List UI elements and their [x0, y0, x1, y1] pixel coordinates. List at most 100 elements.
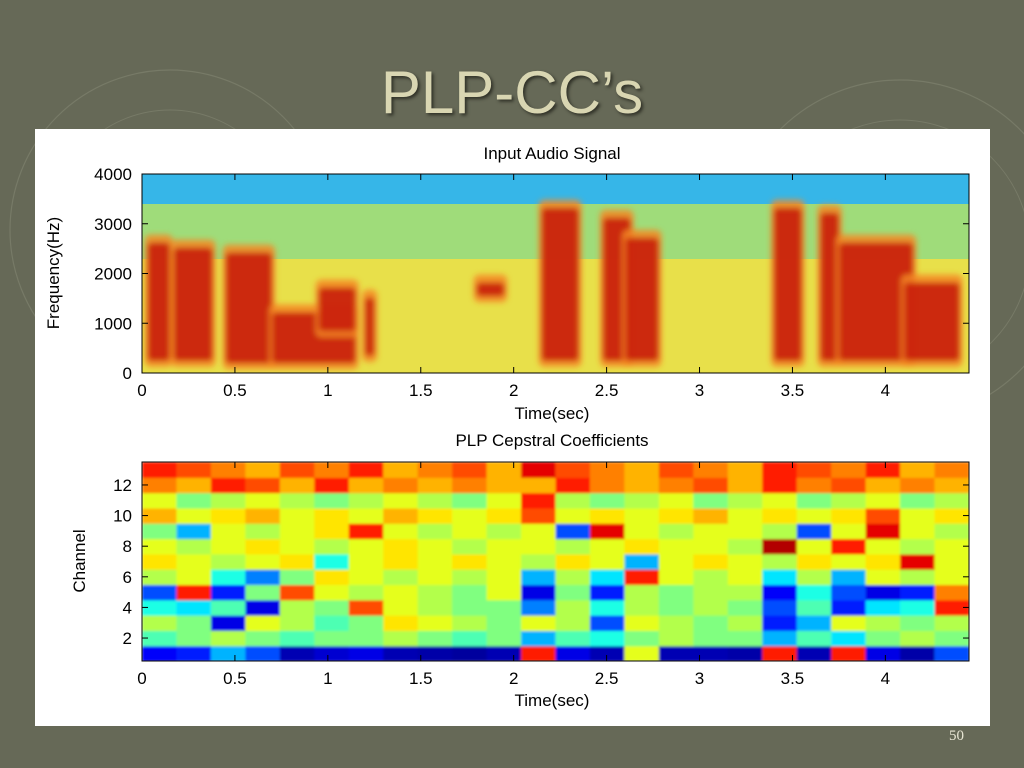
cepstral-cell: [831, 477, 867, 494]
cepstral-cell: [417, 630, 453, 647]
cepstral-cell: [245, 645, 281, 661]
cepstral-cell: [762, 523, 798, 540]
cepstral-cell: [900, 477, 936, 494]
cepstral-cell: [521, 523, 557, 540]
cepstral-cell: [796, 630, 832, 647]
cepstral-cell: [142, 553, 178, 570]
cepstral-cell: [831, 492, 867, 509]
spectrogram-title: Input Audio Signal: [483, 144, 620, 163]
cepstral-cell: [314, 569, 350, 586]
cepstral-cell: [176, 630, 212, 647]
cepstral-cell: [796, 523, 832, 540]
cepstral-cell: [348, 569, 384, 586]
cepstral-cell: [589, 645, 626, 661]
cep-x-tick-label: 2.5: [595, 669, 619, 688]
cepstral-cell: [521, 569, 557, 586]
cepstral-cell: [796, 615, 832, 631]
cepstral-cell: [693, 553, 729, 570]
cepstral-cell: [452, 645, 488, 661]
cepstral-cell: [176, 615, 212, 631]
cepstral-cell: [452, 569, 488, 586]
cepstral-cell: [210, 538, 246, 555]
cepstral-cell: [452, 523, 488, 540]
cepstral-cell: [142, 538, 178, 555]
cepstral-cell: [865, 630, 901, 647]
cepstral-cell: [452, 615, 488, 631]
cepstral-cell: [383, 538, 419, 555]
cepstral-cell: [796, 553, 832, 570]
cep-x-tick-label: 2: [509, 669, 518, 688]
cepstral-cell: [279, 462, 315, 478]
cepstral-cell: [727, 492, 763, 509]
cepstral-cell: [521, 492, 557, 509]
cepstral-cell: [555, 523, 591, 540]
cepstral-x-label: Time(sec): [515, 691, 590, 710]
cepstral-cell: [486, 553, 522, 570]
cepstral-cell: [279, 477, 315, 494]
cepstral-cell: [486, 584, 522, 601]
cepstral-cell: [279, 507, 315, 524]
cep-y-tick-label: 12: [113, 476, 132, 495]
cep-y-tick-label: 8: [123, 537, 132, 556]
cepstral-cells: [142, 462, 969, 661]
cepstral-cell: [727, 569, 763, 586]
cepstral-cell: [865, 538, 901, 555]
cepstral-cell: [348, 553, 384, 570]
figure-panel: Input Audio Signal 0 0.5 1 1.5 2 2.5 3 3.5 4 0 10…: [35, 129, 990, 726]
cepstral-cell: [452, 584, 488, 601]
cepstral-cell: [245, 477, 281, 494]
cepstral-cell: [831, 584, 867, 601]
cepstral-cell: [762, 462, 798, 478]
cepstral-cell: [727, 584, 763, 601]
spec-x-tick-label: 2.5: [595, 381, 619, 400]
cepstral-cell: [521, 538, 557, 555]
cepstral-cell: [865, 645, 901, 661]
cepstral-cell: [245, 507, 281, 524]
cepstral-cell: [831, 523, 867, 540]
cepstral-cell: [521, 615, 557, 631]
cepstral-cell: [727, 507, 763, 524]
cepstral-cell: [693, 462, 729, 478]
cepstral-cell: [865, 507, 901, 524]
cepstral-cell: [176, 523, 212, 540]
cepstral-cell: [417, 462, 453, 478]
spectrogram-energy-region: [903, 282, 960, 362]
cepstral-cell: [348, 599, 384, 616]
cepstral-cell: [314, 462, 350, 478]
cepstral-cell: [762, 615, 798, 631]
cepstral-cell: [865, 477, 901, 494]
spectrogram-energy-region: [838, 242, 914, 362]
cepstral-cell: [452, 599, 488, 616]
cepstral-cell: [521, 477, 557, 494]
cepstral-cell: [796, 462, 832, 478]
cepstral-cell: [831, 599, 867, 616]
cepstral-cell: [210, 645, 246, 661]
cepstral-cell: [589, 523, 626, 540]
cepstral-cell: [245, 553, 281, 570]
cepstral-cell: [796, 507, 832, 524]
cepstral-cell: [934, 507, 969, 524]
cepstral-cell: [624, 462, 660, 478]
spec-x-tick-label: 1: [323, 381, 332, 400]
cepstral-cell: [589, 507, 626, 524]
cepstral-cell: [934, 645, 969, 661]
cepstral-cell: [624, 630, 660, 647]
cepstral-cell: [831, 630, 867, 647]
cepstral-cell: [624, 615, 660, 631]
cepstral-cell: [796, 538, 832, 555]
cepstral-cell: [762, 599, 798, 616]
cepstral-cell: [452, 477, 488, 494]
cepstral-cell: [348, 584, 384, 601]
cepstral-cell: [900, 645, 936, 661]
cepstral-cell: [348, 615, 384, 631]
cepstral-cell: [417, 507, 453, 524]
cepstral-cell: [555, 584, 591, 601]
cepstral-cell: [176, 477, 212, 494]
cepstral-cell: [279, 492, 315, 509]
cepstral-cell: [348, 630, 384, 647]
spectrogram-energy-region: [820, 212, 839, 362]
cepstral-cell: [210, 584, 246, 601]
cepstral-cell: [314, 553, 350, 570]
spec-x-tick-label: 1.5: [409, 381, 433, 400]
cepstral-cell: [142, 462, 178, 478]
